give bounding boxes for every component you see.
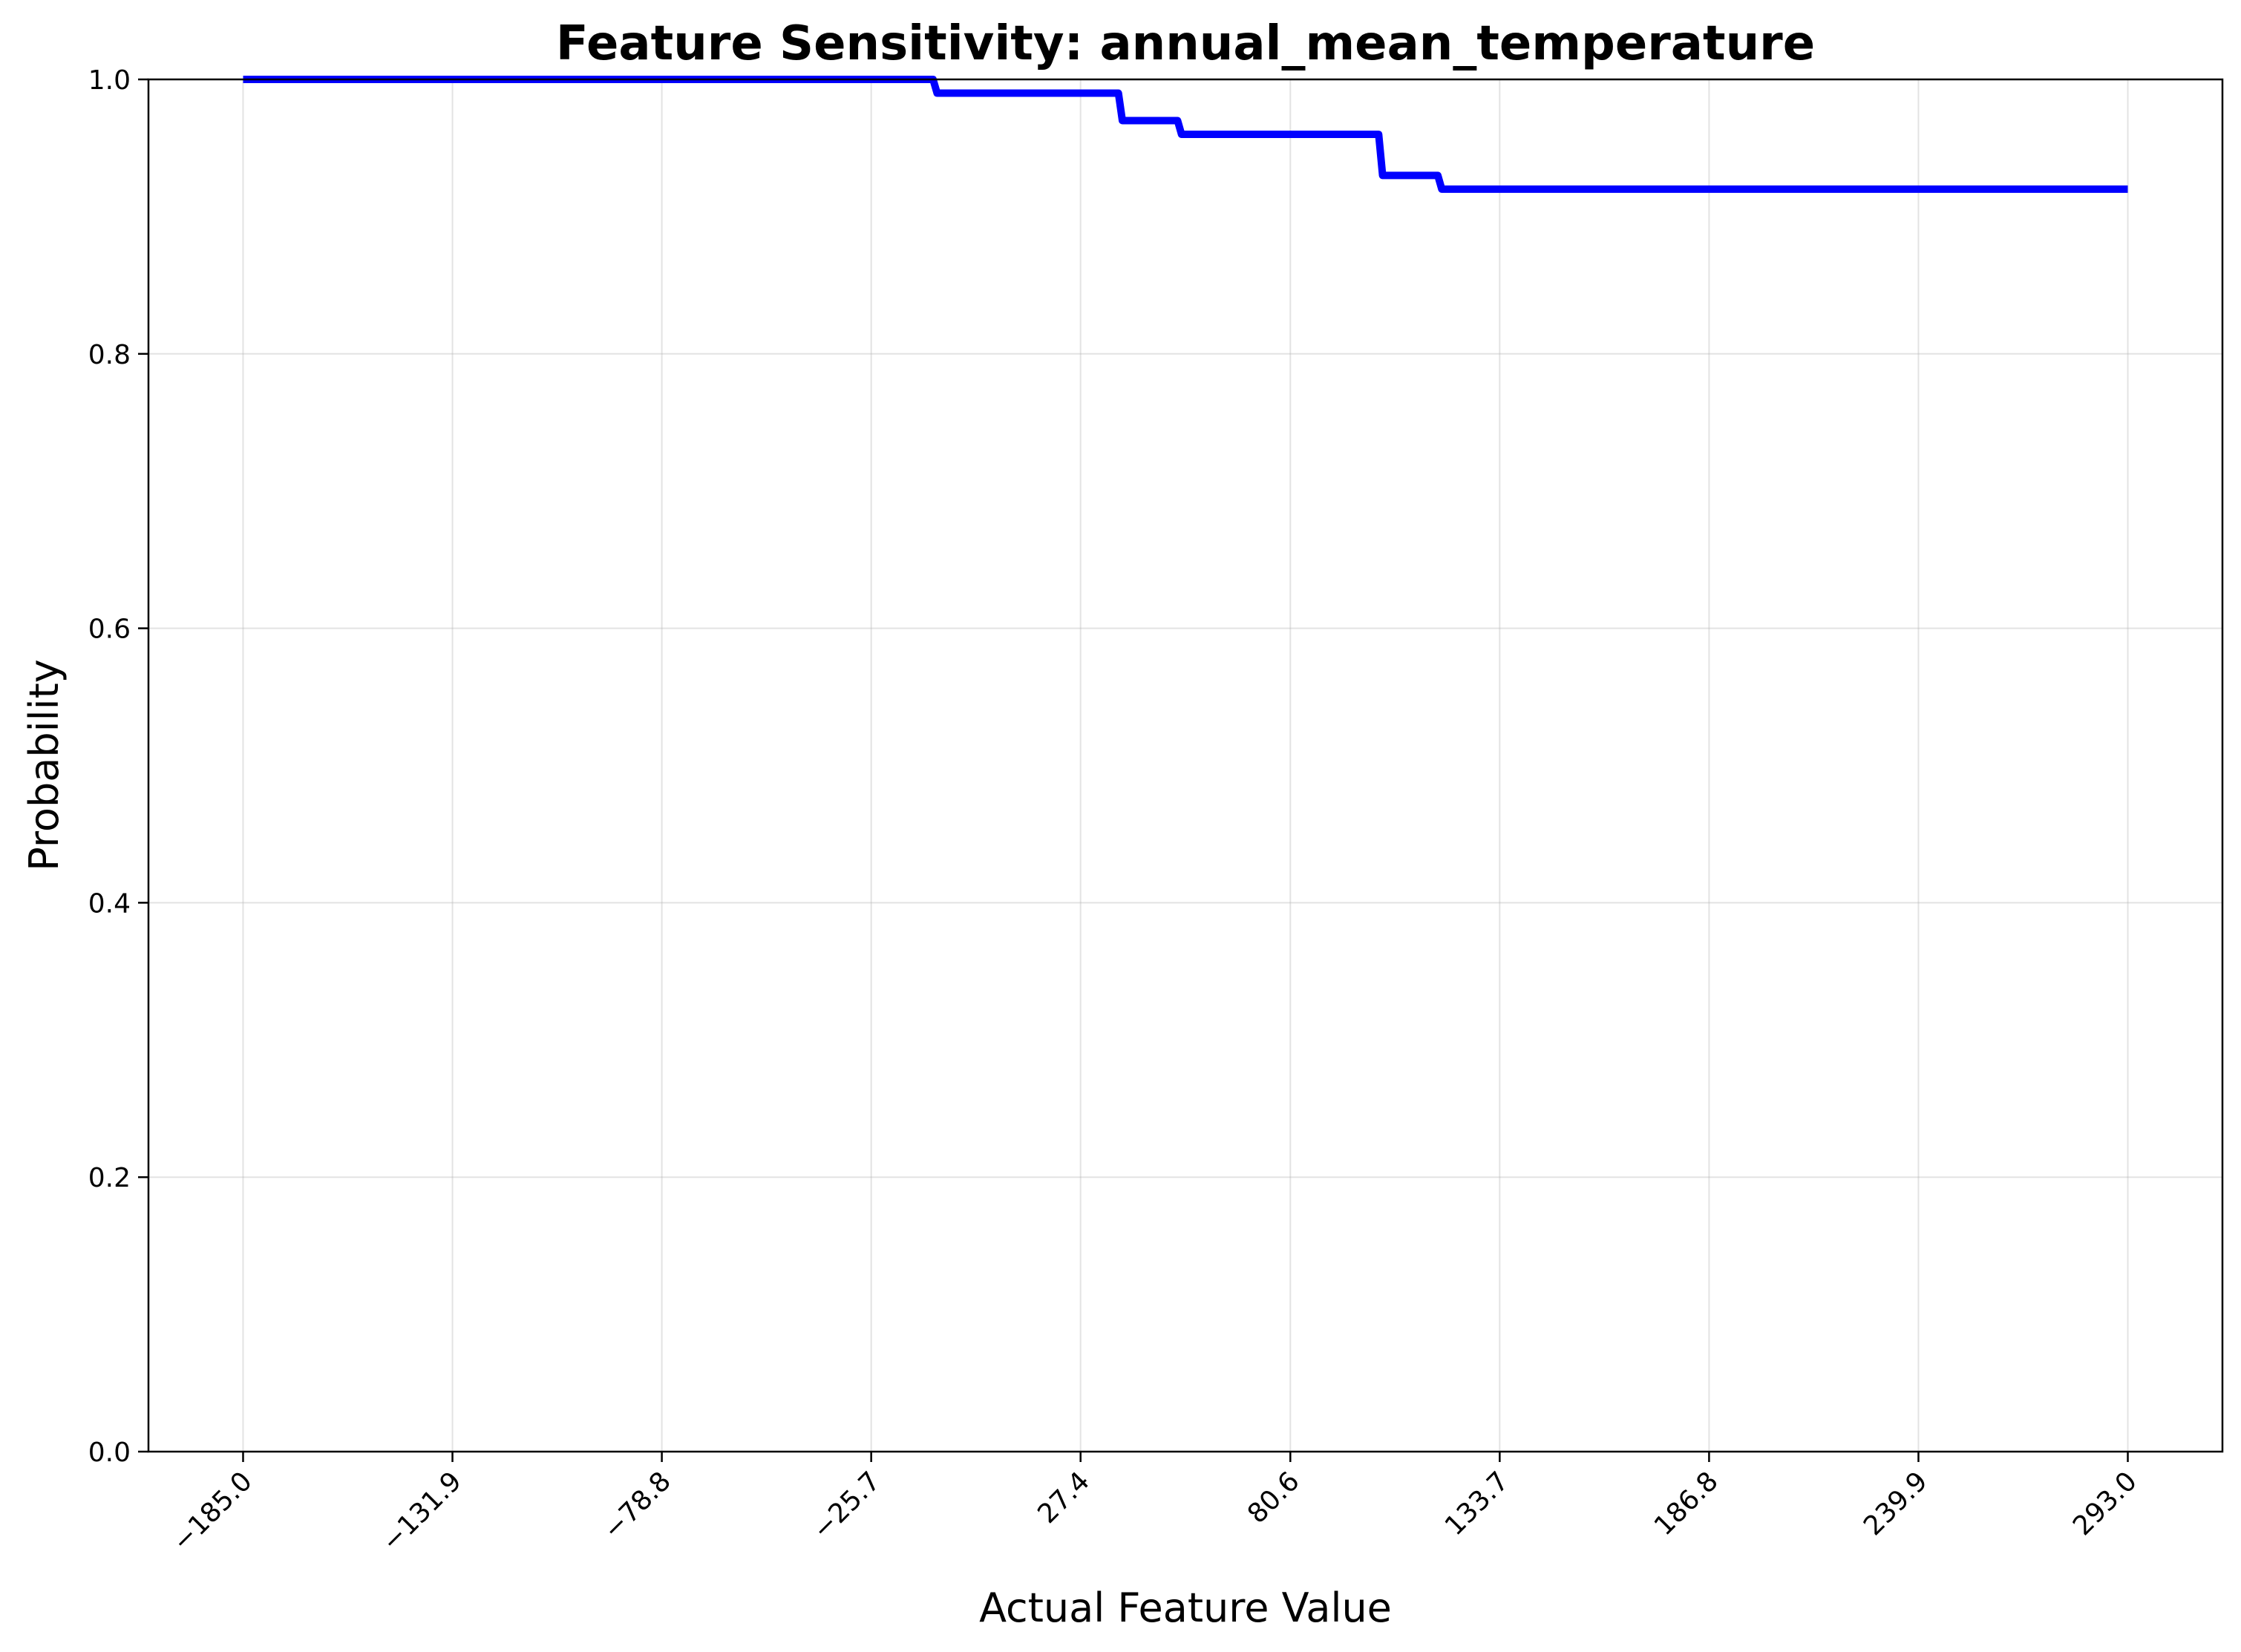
- x-tick-label: −25.7: [807, 1466, 886, 1545]
- plot-area-frame: [147, 78, 2224, 1453]
- series-layer: [243, 76, 2128, 193]
- chart-title: Feature Sensitivity: annual_mean_tempera…: [556, 16, 1815, 71]
- y-tick-label: 1.0: [88, 65, 131, 96]
- x-tick-label: −131.9: [376, 1466, 468, 1557]
- x-tick-label: 186.8: [1649, 1466, 1724, 1541]
- x-tick-label: −185.0: [167, 1466, 258, 1557]
- y-tick-label: 0.2: [88, 1163, 131, 1193]
- y-tick-label: 0.8: [88, 340, 131, 370]
- x-tick-label: 27.4: [1032, 1466, 1096, 1530]
- series-line-0: [243, 76, 2128, 193]
- x-tick-label: 80.6: [1242, 1466, 1306, 1530]
- y-tick-label: 0.4: [88, 888, 131, 919]
- x-tick-label: 133.7: [1439, 1466, 1515, 1541]
- y-axis-ticks: 0.0 0.2 0.4 0.6 0.8 1.0: [88, 65, 148, 1468]
- x-tick-label: −78.8: [598, 1466, 677, 1545]
- y-tick-label: 0.6: [88, 614, 131, 645]
- x-axis-ticks: −185.0 −131.9 −78.8 −25.7 27.4 80.6 133.7 186.8…: [167, 1452, 2143, 1558]
- y-tick-label: 0.0: [88, 1438, 131, 1468]
- x-axis-label: Actual Feature Value: [979, 1584, 1392, 1631]
- grid: [148, 79, 2222, 1452]
- x-tick-label: 239.9: [1858, 1466, 1934, 1541]
- x-tick-label: 293.0: [2067, 1466, 2143, 1541]
- y-axis-label: Probability: [21, 659, 68, 871]
